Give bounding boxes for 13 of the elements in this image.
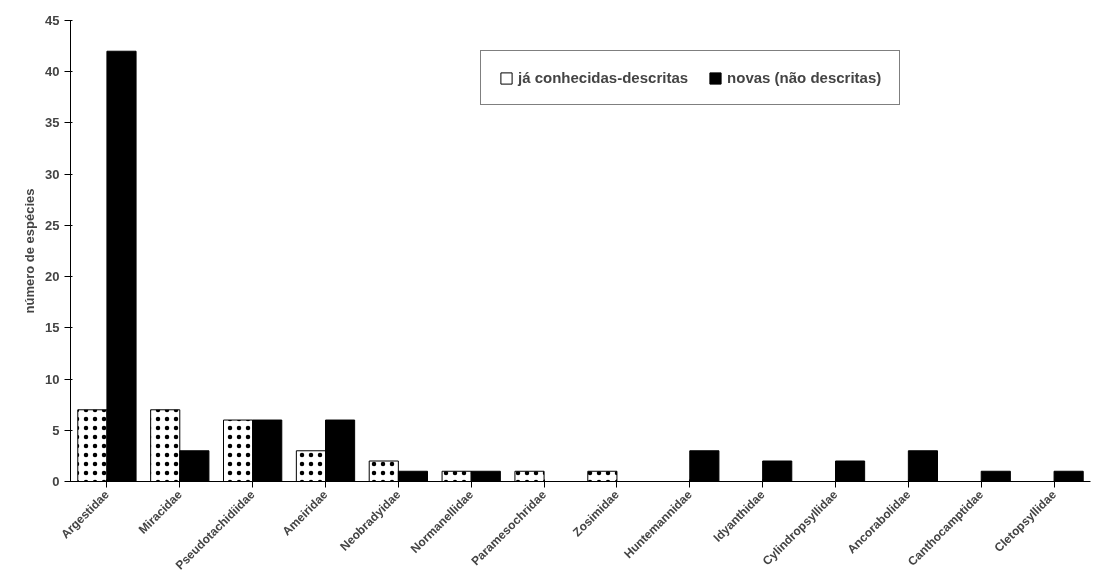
y-tick-label: 0: [52, 474, 60, 489]
y-tick-label: 10: [45, 371, 60, 387]
y-tick-label: 40: [45, 64, 60, 80]
y-tick-label: 30: [45, 166, 60, 182]
y-tick-label: 25: [45, 217, 60, 233]
legend-label: novas (não descritas): [727, 69, 882, 86]
y-tick-label: 20: [45, 269, 60, 285]
y-axis-title: número de espécies: [22, 188, 38, 314]
y-tick-label: 5: [52, 422, 60, 438]
legend-label: já conhecidas-descritas: [518, 69, 689, 86]
y-tick-label: 35: [45, 115, 60, 131]
y-tick-label: 45: [45, 13, 60, 28]
y-tick-label: 15: [45, 320, 60, 336]
